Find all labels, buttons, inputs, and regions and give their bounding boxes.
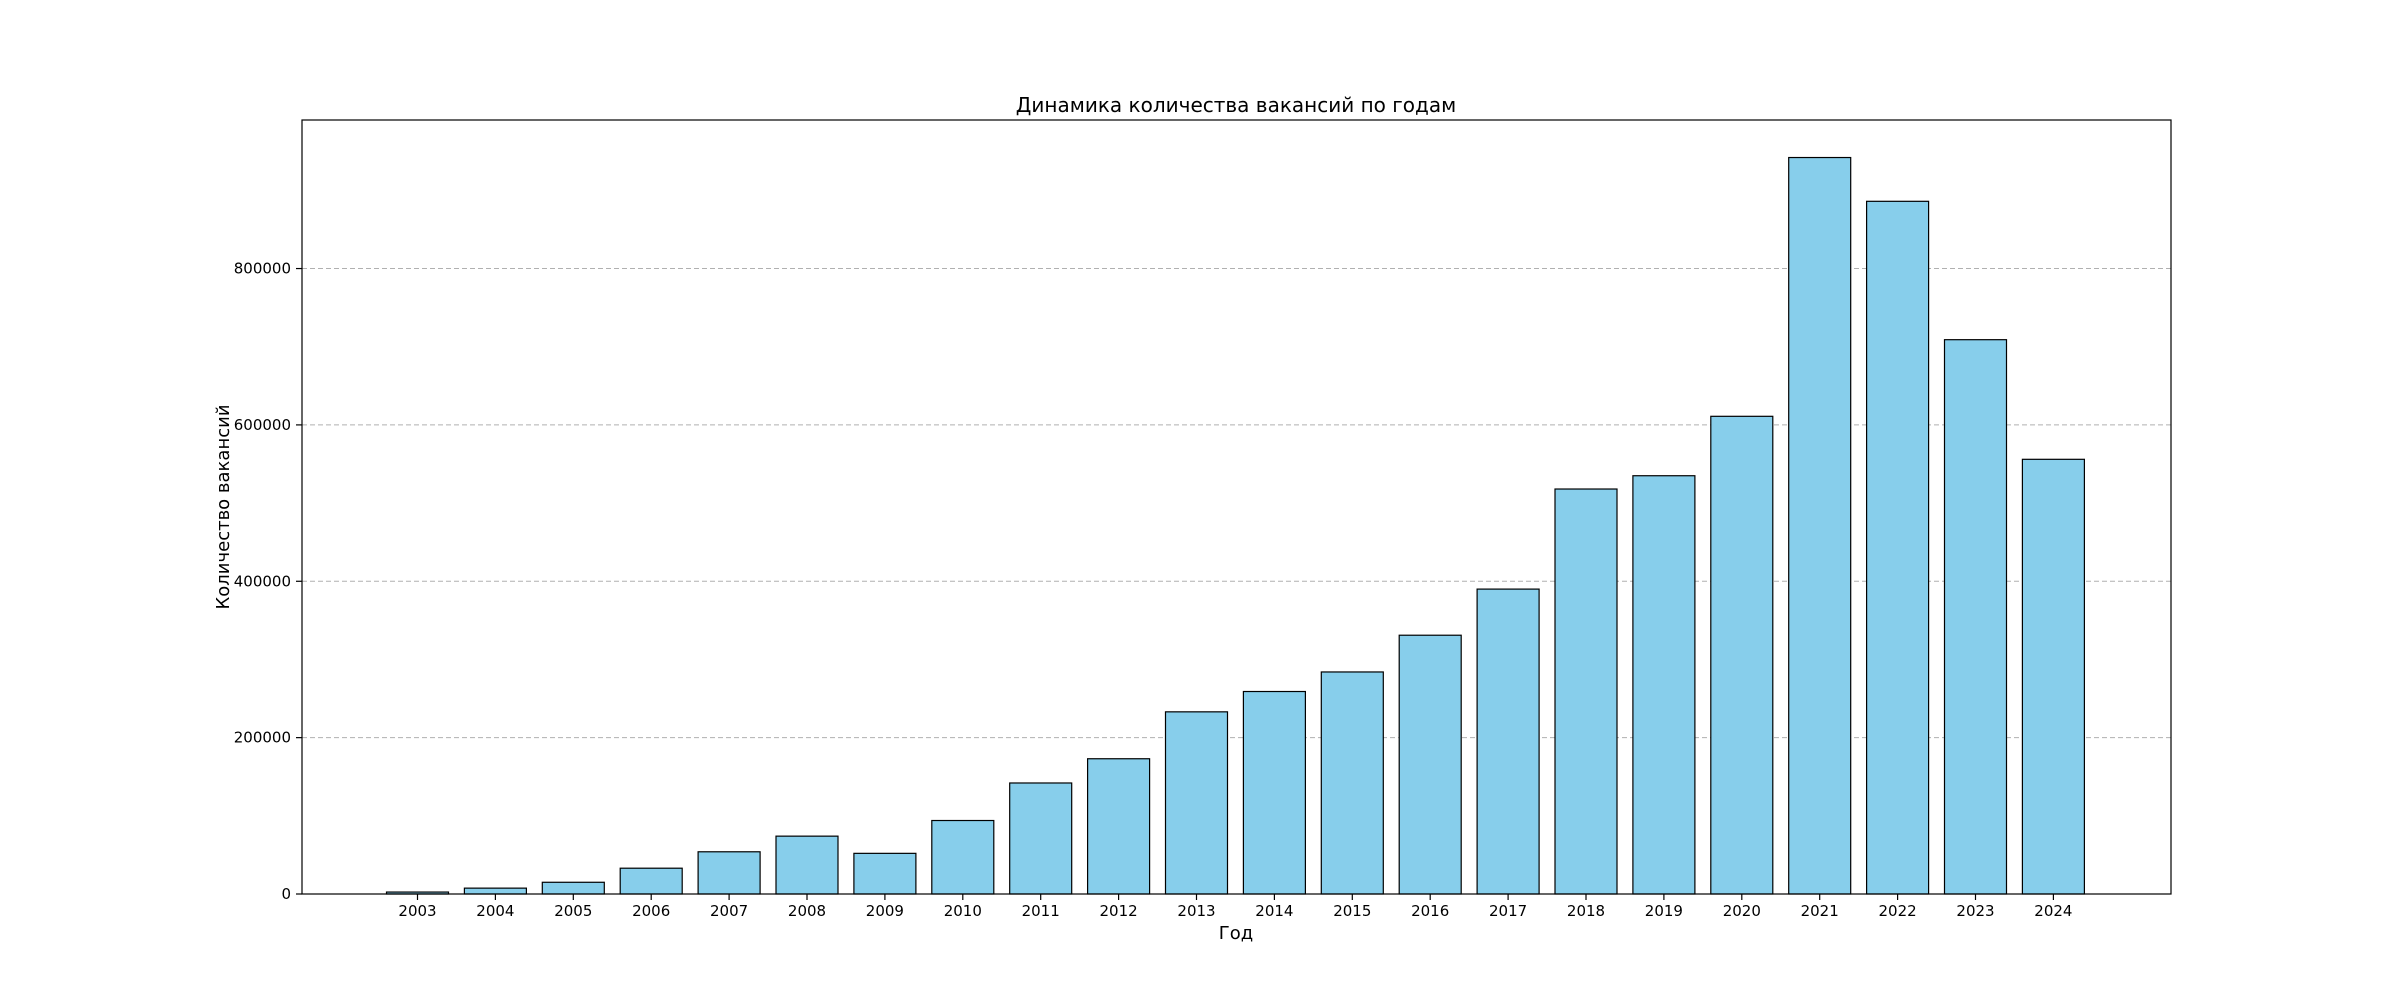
bar-2023 [1943, 339, 2008, 895]
bar-2006 [619, 867, 683, 895]
x-tick-label: 2016 [1411, 902, 1449, 920]
x-tick-label: 2018 [1567, 902, 1605, 920]
x-tick-label: 2004 [476, 902, 514, 920]
x-tick-label: 2013 [1177, 902, 1215, 920]
bar-2009 [853, 852, 917, 895]
bar-2007 [697, 851, 761, 895]
x-tick-label: 2010 [944, 902, 982, 920]
bar-2017 [1476, 588, 1540, 895]
x-tick-label: 2007 [710, 902, 748, 920]
x-tick-label: 2011 [1022, 902, 1060, 920]
chart-title: Динамика количества вакансий по годам [1016, 93, 1456, 117]
x-tick-label: 2022 [1879, 902, 1917, 920]
x-tick-label: 2024 [2034, 902, 2072, 920]
bar-2024 [2021, 458, 2086, 895]
bar-2005 [541, 881, 605, 895]
x-tick-label: 2003 [398, 902, 436, 920]
bar-2019 [1632, 475, 1696, 895]
bar-2004 [463, 887, 527, 895]
x-tick-label: 2023 [1956, 902, 1994, 920]
bar-2022 [1865, 200, 1930, 895]
bar-2014 [1242, 690, 1307, 895]
bar-2016 [1398, 634, 1462, 895]
y-tick-label: 0 [281, 885, 291, 903]
y-tick-label: 600000 [234, 416, 291, 434]
bar-2011 [1009, 782, 1073, 895]
y-tick-label: 800000 [234, 260, 291, 278]
x-tick-label: 2017 [1489, 902, 1527, 920]
x-tick-label: 2012 [1100, 902, 1138, 920]
y-tick-label: 400000 [234, 572, 291, 590]
bar-2018 [1554, 488, 1618, 895]
x-tick-label: 2021 [1801, 902, 1839, 920]
x-tick-label: 2019 [1645, 902, 1683, 920]
x-tick-label: 2015 [1333, 902, 1371, 920]
x-tick-label: 2014 [1255, 902, 1293, 920]
bars [385, 156, 2086, 895]
bar-2008 [775, 835, 839, 895]
x-tick-label: 2009 [866, 902, 904, 920]
bar-2021 [1788, 156, 1852, 895]
bar-2015 [1320, 671, 1384, 895]
x-tick-label: 2020 [1723, 902, 1761, 920]
x-tick-label: 2005 [554, 902, 592, 920]
x-tick-label: 2008 [788, 902, 826, 920]
bar-2010 [931, 819, 995, 895]
bar-2013 [1164, 711, 1229, 895]
y-tick-label: 200000 [234, 729, 291, 747]
x-axis-ticks: 2003 2004 2005 2006 2007 2008 2009 2010 2011 2012… [398, 894, 2072, 920]
bar-2020 [1710, 415, 1774, 895]
bar-2012 [1086, 758, 1151, 895]
x-tick-label: 2006 [632, 902, 670, 920]
y-axis-title: Количество вакансий [213, 404, 234, 609]
x-axis-title: Год [1219, 923, 1253, 944]
y-axis-ticks: 0 200000 400000 600000 800000 [234, 260, 302, 903]
plot-area-frame [301, 119, 2172, 895]
